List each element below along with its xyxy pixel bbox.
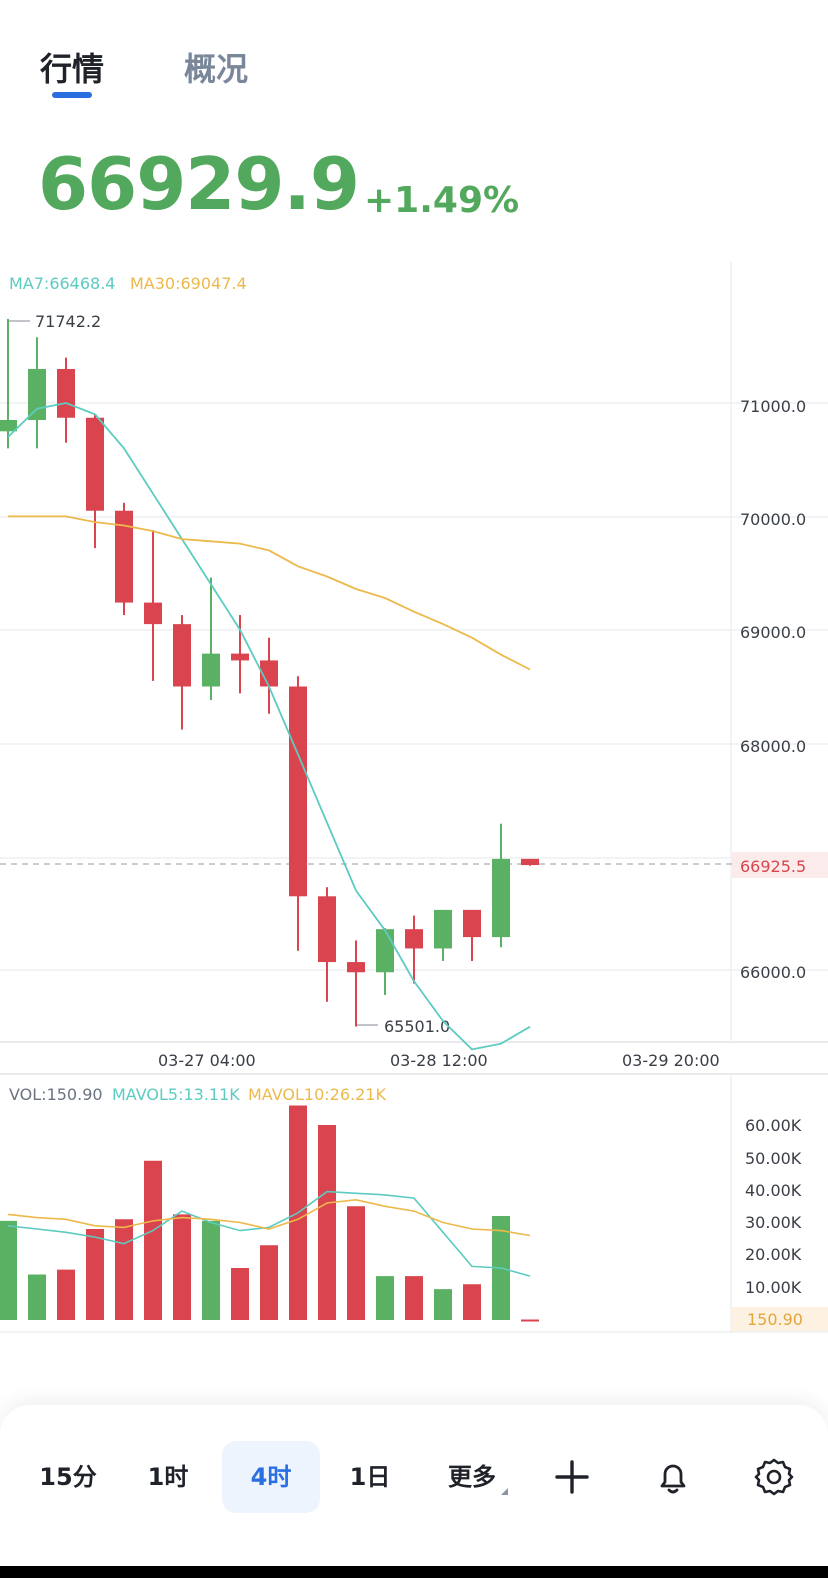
candle-body: [115, 510, 133, 603]
price-axis: 71000.0 70000.0 69000.0 68000.0 66000.0 …: [732, 397, 828, 982]
active-tab-indicator: [52, 92, 92, 98]
more-intervals-label: 更多: [448, 1463, 496, 1491]
mavol10-line: [7, 1198, 531, 1237]
candle-body: [405, 929, 423, 949]
volume-bar: [521, 1319, 539, 1322]
price-grid: [0, 262, 828, 1333]
volume-bar: [57, 1269, 75, 1320]
volume-tick: 50.00K: [745, 1149, 802, 1168]
candle-body: [173, 624, 191, 687]
time-tick: 03-27 04:00: [158, 1051, 256, 1070]
ma7-line: [7, 402, 531, 1051]
low-label: 65501.0: [384, 1017, 450, 1036]
high-marker: 71742.2: [9, 312, 101, 331]
volume-tick: 30.00K: [745, 1213, 802, 1232]
price-tick: 66000.0: [740, 963, 806, 982]
volume-bar: [260, 1245, 278, 1320]
last-volume-tag: 150.90: [747, 1310, 803, 1329]
volume-ma-lines: [7, 1190, 531, 1277]
volume-tick: 60.00K: [745, 1116, 802, 1135]
time-axis: 03-27 04:00 03-28 12:00 03-29 20:00: [158, 1051, 720, 1070]
ma30-legend: MA30:69047.4: [130, 274, 247, 293]
volume-bars: [0, 1105, 539, 1322]
candle-body: [57, 368, 75, 418]
volume-bar: [115, 1219, 133, 1320]
bell-icon[interactable]: [637, 1441, 709, 1513]
candle-body: [521, 858, 539, 866]
price-tick: 71000.0: [740, 397, 806, 416]
volume-bar: [28, 1274, 46, 1320]
ma-lines: [7, 402, 531, 1051]
bottom-toolbar: 15分 1时 4时 1日 更多: [0, 1405, 828, 1578]
volume-bar: [434, 1289, 452, 1320]
last-price-tag-bg: [732, 852, 828, 878]
candle-body: [463, 909, 481, 938]
candle-body: [347, 962, 365, 973]
volume-bar: [405, 1276, 423, 1320]
volume-bar: [376, 1276, 394, 1320]
interval-1d-button[interactable]: 1日: [349, 1463, 391, 1491]
volume-bar: [231, 1268, 249, 1320]
last-price-tag: 66925.5: [740, 857, 806, 876]
ma30-line: [8, 515, 531, 671]
volume-bar: [173, 1214, 191, 1320]
last-volume-tag-bg: [732, 1307, 828, 1331]
interval-4h-button[interactable]: 4时: [222, 1441, 320, 1513]
candle-body: [434, 909, 452, 949]
volume-tick: 20.00K: [745, 1245, 802, 1264]
candle-body: [376, 929, 394, 973]
candle-body: [86, 417, 104, 511]
time-tick: 03-29 20:00: [622, 1051, 720, 1070]
volume-bar: [318, 1125, 336, 1320]
low-marker: 65501.0: [356, 1017, 450, 1036]
price-tick: 69000.0: [740, 623, 806, 642]
price-change-percent: +1.49%: [364, 180, 520, 221]
current-price: 66929.9: [38, 142, 360, 226]
mavol5-line: [7, 1190, 531, 1277]
more-intervals-button[interactable]: 更多: [432, 1441, 512, 1513]
candle-body: [260, 660, 278, 687]
volume-bar: [347, 1206, 365, 1320]
volume-tick: 40.00K: [745, 1181, 802, 1200]
candle-body: [289, 686, 307, 897]
mavol5-legend: MAVOL5:13.11K: [112, 1085, 240, 1104]
kline-chart-svg[interactable]: MA7:66468.4 MA30:69047.4 VOL:150.90 MAVO…: [0, 262, 828, 1342]
candle-body: [231, 653, 249, 661]
interval-15m-button[interactable]: 15分: [39, 1463, 97, 1491]
volume-bar: [202, 1220, 220, 1320]
candle-body: [144, 602, 162, 625]
high-label: 71742.2: [35, 312, 101, 331]
time-tick: 03-28 12:00: [390, 1051, 488, 1070]
volume-tick: 10.00K: [745, 1278, 802, 1297]
mavol10-legend: MAVOL10:26.21K: [248, 1085, 386, 1104]
candle-body: [202, 653, 220, 687]
plus-icon[interactable]: [536, 1441, 608, 1513]
gear-icon[interactable]: [738, 1441, 810, 1513]
candle-body: [318, 896, 336, 963]
home-indicator: [0, 1566, 828, 1578]
tab-overview[interactable]: 概况: [184, 50, 249, 88]
chart-area[interactable]: MA7:66468.4 MA30:69047.4 VOL:150.90 MAVO…: [0, 262, 828, 1342]
candle-body: [28, 368, 46, 421]
interval-1h-button[interactable]: 1时: [147, 1463, 189, 1491]
volume-axis: 60.00K 50.00K 40.00K 30.00K 20.00K 10.00…: [732, 1116, 828, 1331]
candle-body: [492, 858, 510, 938]
volume-bar: [0, 1220, 17, 1320]
tab-market[interactable]: 行情: [40, 50, 105, 88]
candles: [0, 318, 539, 1027]
ma7-legend: MA7:66468.4: [9, 274, 115, 293]
volume-bar: [463, 1284, 481, 1320]
volume-bar: [86, 1229, 104, 1320]
volume-bar: [144, 1160, 162, 1320]
vol-legend: VOL:150.90: [9, 1085, 103, 1104]
price-tick: 68000.0: [740, 737, 806, 756]
candle-body: [0, 420, 17, 432]
price-tick: 70000.0: [740, 510, 806, 529]
dropdown-corner-icon: [501, 1488, 508, 1495]
